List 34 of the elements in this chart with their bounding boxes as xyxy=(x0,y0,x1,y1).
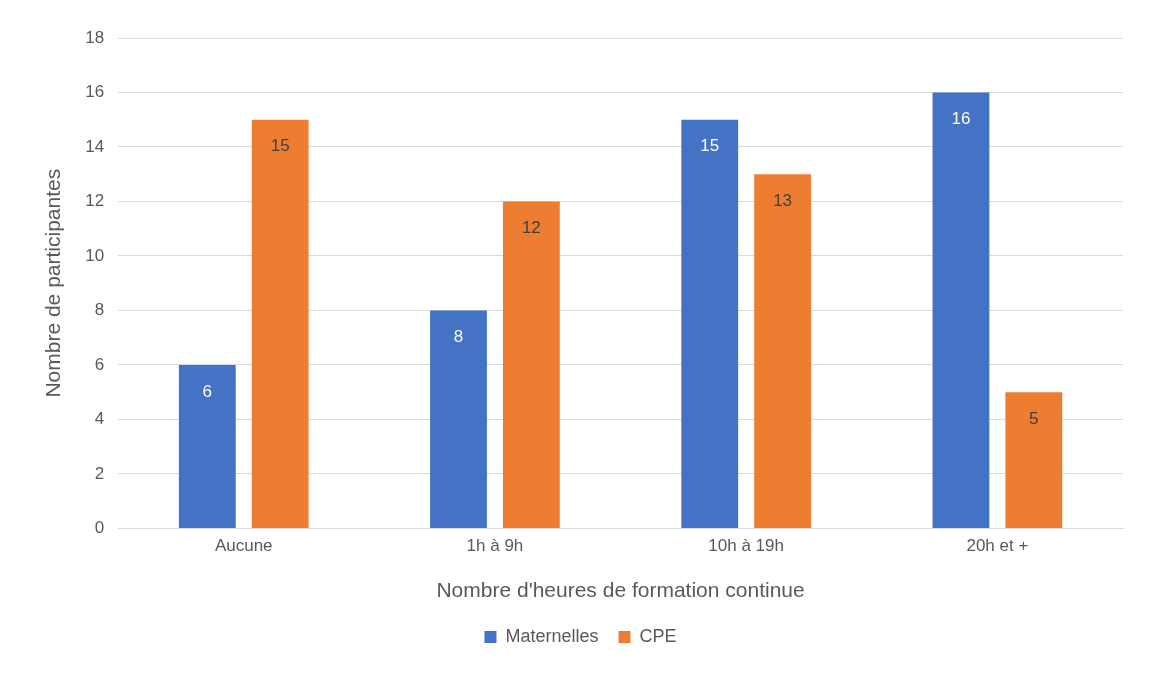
y-tick-label: 10 xyxy=(85,245,105,265)
data-label: 8 xyxy=(453,327,464,347)
bar xyxy=(932,92,990,528)
data-label: 15 xyxy=(700,136,720,156)
x-tick-label: 20h et + xyxy=(966,536,1029,556)
x-tick-label: 10h à 19h xyxy=(708,536,784,556)
y-tick-label: 0 xyxy=(94,518,105,538)
bar xyxy=(251,119,309,528)
data-label: 12 xyxy=(521,218,541,238)
y-tick-label: 14 xyxy=(85,136,105,156)
x-tick-label: Aucune xyxy=(214,536,273,556)
y-axis-title: Nombre de participantes xyxy=(41,168,65,398)
legend-label: Maternelles xyxy=(505,625,599,646)
y-tick-label: 6 xyxy=(94,354,105,374)
bar xyxy=(430,310,487,528)
data-label: 15 xyxy=(270,136,290,156)
x-axis-title: Nombre d'heures de formation continue xyxy=(436,578,805,602)
x-tick-label: 1h à 9h xyxy=(466,536,524,556)
bar xyxy=(681,119,739,528)
y-tick-label: 16 xyxy=(85,82,105,102)
data-label: 13 xyxy=(773,190,793,210)
data-label: 5 xyxy=(1029,408,1039,428)
bar xyxy=(754,174,812,528)
data-label: 6 xyxy=(202,381,213,401)
bar xyxy=(502,201,560,528)
legend-label: CPE xyxy=(639,625,677,646)
bar xyxy=(1005,392,1063,528)
bar xyxy=(178,364,236,528)
y-tick-label: 4 xyxy=(94,409,105,429)
y-tick-label: 8 xyxy=(94,300,105,320)
y-tick-label: 12 xyxy=(85,191,105,211)
y-tick-label: 2 xyxy=(94,463,105,483)
data-label: 16 xyxy=(951,109,971,129)
y-tick-label: 18 xyxy=(85,27,105,47)
